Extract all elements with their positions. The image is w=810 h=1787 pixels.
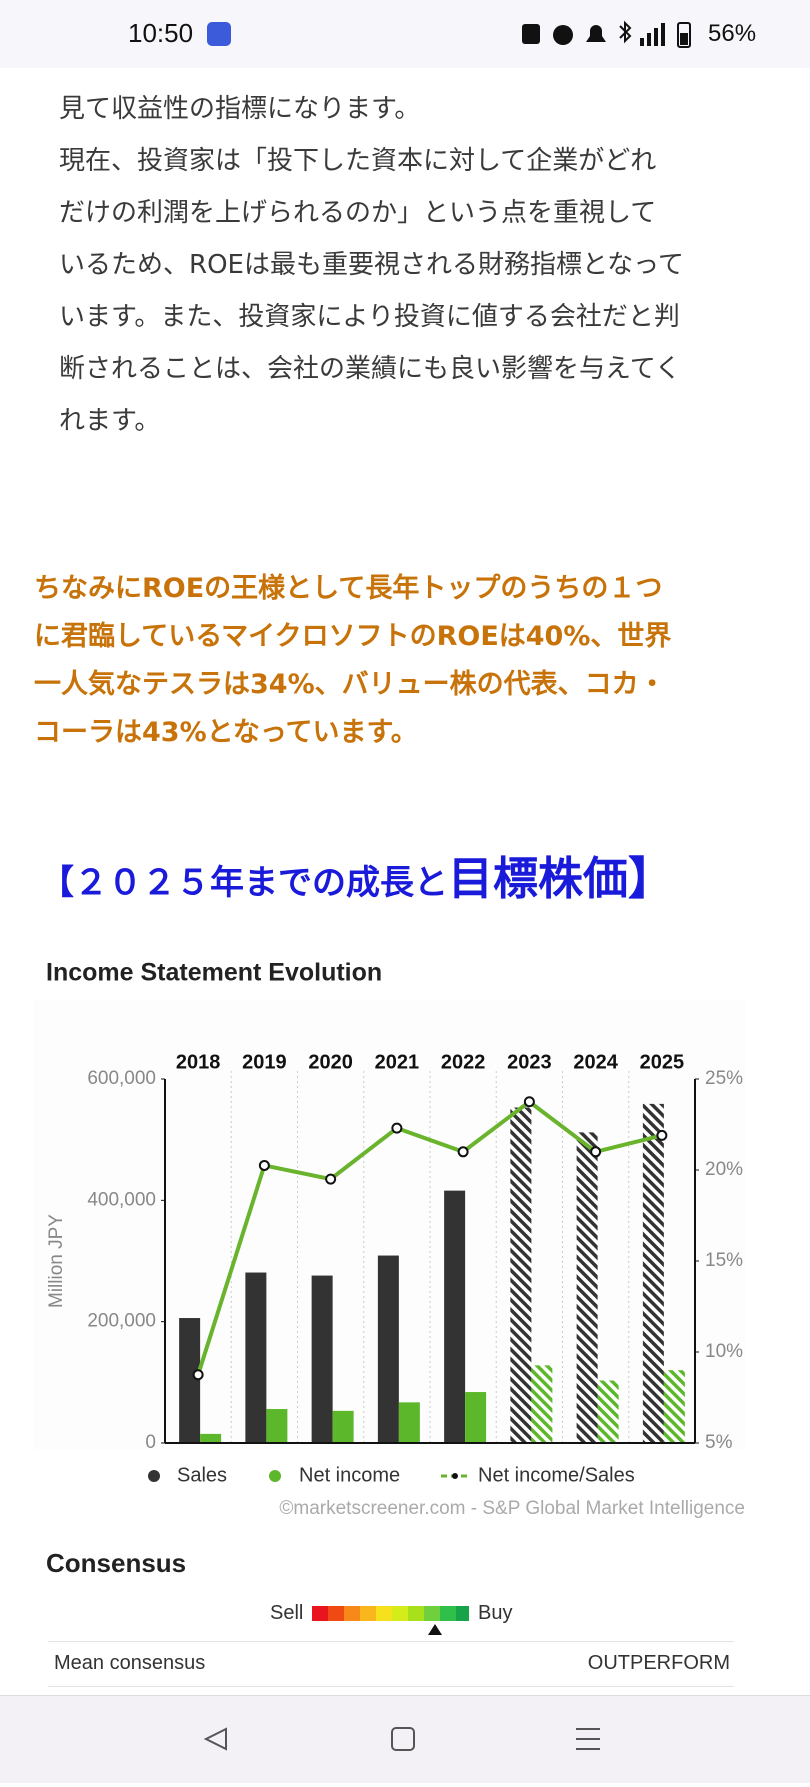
x-tick-label: 2018 — [176, 1051, 221, 1073]
battery: 56% — [708, 20, 757, 47]
legend-swatch — [148, 1470, 160, 1482]
bar — [179, 1318, 201, 1443]
article-line: れます。 — [59, 406, 161, 436]
article-line: だけの利潤を上げられるのか」という点を重視して — [59, 198, 657, 228]
article-line: います。また、投資家により投資に値する会社だと判 — [59, 302, 680, 332]
bar — [266, 1409, 288, 1443]
nav-bar — [0, 1695, 810, 1783]
heading: 【２０２５年までの成長と目標株価】 — [40, 842, 673, 907]
y2-tick-label: 5% — [705, 1432, 733, 1453]
highlight-line: ちなみにROEの王様として長年トップのうちの１つ — [34, 573, 663, 604]
legend-label: Sales — [177, 1464, 227, 1486]
line-point — [325, 1173, 337, 1185]
row-label: Mean consensus — [54, 1652, 206, 1674]
status-icon — [207, 22, 231, 46]
y-tick-label: 600,000 — [87, 1068, 156, 1089]
y-tick-label: 200,000 — [87, 1311, 156, 1332]
bar — [200, 1433, 222, 1443]
menu-button[interactable] — [576, 1728, 600, 1750]
article-line: いるため、ROEは最も重要視される財務指標となって — [59, 250, 684, 280]
back-button[interactable] — [203, 1727, 227, 1751]
y2-tick-label: 10% — [705, 1341, 743, 1362]
y2-tick-label: 15% — [705, 1250, 743, 1271]
bar — [311, 1275, 333, 1443]
bar — [576, 1132, 598, 1443]
highlight-line: に君臨しているマイクロソフトのROEは40%、世界 — [34, 621, 672, 652]
x-tick-label: 2023 — [507, 1051, 552, 1073]
x-tick-label: 2024 — [573, 1051, 618, 1073]
article-line: 断されることは、会社の業績にも良い影響を与えてく — [59, 354, 681, 384]
gauge — [312, 1606, 469, 1621]
y2-tick-label: 20% — [705, 1159, 743, 1180]
line-point — [192, 1369, 204, 1381]
buy-label: Buy — [478, 1602, 513, 1624]
chart-title: Income Statement Evolution — [46, 959, 382, 987]
line — [196, 1099, 663, 1376]
line-point — [457, 1146, 469, 1158]
heading-part: 【２０２５年までの成長と — [40, 863, 448, 903]
bar — [377, 1255, 399, 1443]
gauge-pointer — [428, 1624, 442, 1635]
bar — [245, 1272, 267, 1443]
status-icons — [522, 20, 691, 48]
bar — [332, 1410, 354, 1443]
highlight-line: 一人気なテスラは34%、バリュー株の代表、コカ・ — [34, 669, 666, 700]
line-point — [258, 1159, 270, 1171]
bar — [597, 1380, 619, 1443]
clock: 10:50 — [128, 18, 194, 48]
line-point — [523, 1096, 535, 1108]
bar — [531, 1365, 553, 1443]
line-point — [590, 1146, 602, 1158]
row-value: OUTPERFORM — [587, 1652, 730, 1674]
source: ©marketscreener.com - S&P Global Market … — [279, 1498, 745, 1519]
y-tick-label: 400,000 — [87, 1189, 156, 1210]
legend-swatch — [452, 1473, 458, 1479]
legend-label: Net income/Sales — [478, 1464, 635, 1486]
nav-icons — [203, 1727, 600, 1751]
status-bar: 10:50 56% — [0, 0, 810, 68]
article-line: 現在、投資家は「投下した資本に対して企業がどれ — [59, 146, 657, 176]
highlight-line: コーラは43%となっています。 — [34, 717, 418, 748]
legend-label: Net income — [299, 1464, 400, 1486]
x-tick-label: 2019 — [242, 1051, 287, 1073]
x-tick-label: 2021 — [375, 1051, 420, 1073]
legend-swatch — [269, 1470, 281, 1482]
heading-part: 目標株価】 — [448, 852, 674, 905]
consensus-title: Consensus — [46, 1548, 187, 1578]
article-line: 見て収益性の指標になります。 — [59, 94, 421, 124]
bar — [398, 1402, 420, 1443]
bar — [663, 1370, 685, 1443]
consensus-row: Mean consensus OUTPERFORM — [48, 1641, 734, 1687]
bar — [642, 1103, 664, 1443]
y-axis-label: Million JPY — [46, 1214, 67, 1308]
line-point — [391, 1122, 403, 1134]
x-tick-label: 2022 — [441, 1051, 486, 1073]
home-button[interactable] — [391, 1727, 415, 1751]
line-point — [656, 1129, 668, 1141]
y2-tick-label: 25% — [705, 1068, 743, 1089]
bar — [510, 1107, 532, 1443]
bar — [465, 1392, 487, 1443]
x-tick-label: 2020 — [308, 1051, 353, 1073]
chart: Income Statement Evolution ©marketscreen… — [34, 959, 746, 1519]
bar — [444, 1190, 466, 1443]
y-tick-label: 0 — [145, 1432, 156, 1453]
x-tick-label: 2025 — [640, 1051, 685, 1073]
sell-label: Sell — [270, 1602, 304, 1624]
